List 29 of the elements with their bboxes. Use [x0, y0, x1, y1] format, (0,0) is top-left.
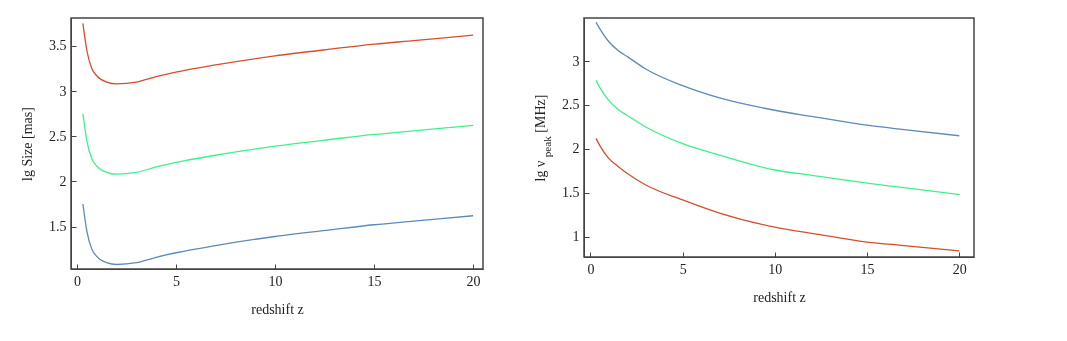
- x-tick-label: 5: [172, 273, 180, 289]
- x-tick-label: 5: [679, 261, 687, 277]
- line-series: [82, 203, 474, 266]
- x-tick-label: 0: [73, 273, 81, 289]
- y-tick-label: 3.5: [49, 38, 67, 54]
- x-tick-label: 15: [367, 273, 382, 289]
- x-tick-label: 20: [952, 261, 967, 277]
- y-tick-label: 3: [59, 83, 67, 99]
- y-tick-label: 2.5: [562, 97, 580, 113]
- line-series: [595, 79, 960, 196]
- x-tick-label: 0: [587, 261, 595, 277]
- y-tick-label: 3: [572, 53, 580, 69]
- y-tick-label: 2.5: [49, 128, 67, 144]
- line-series: [595, 137, 960, 252]
- x-axis-title: redshift z: [753, 289, 806, 305]
- x-tick-label: 15: [860, 261, 875, 277]
- y-axis-title: lg Size [mas]: [20, 107, 35, 181]
- line-series: [595, 21, 960, 137]
- y-tick-label: 2: [572, 141, 580, 157]
- x-tick-label: 10: [768, 261, 783, 277]
- y-tick-label: 1: [572, 229, 580, 245]
- x-tick-label: 20: [466, 273, 481, 289]
- x-axis-title: redshift z: [251, 301, 304, 317]
- line-series: [82, 22, 474, 85]
- y-tick-label: 2: [59, 173, 67, 189]
- y-tick-label: 1.5: [562, 185, 580, 201]
- x-tick-label: 10: [268, 273, 283, 289]
- y-tick-label: 1.5: [49, 219, 67, 235]
- line-series: [82, 113, 474, 175]
